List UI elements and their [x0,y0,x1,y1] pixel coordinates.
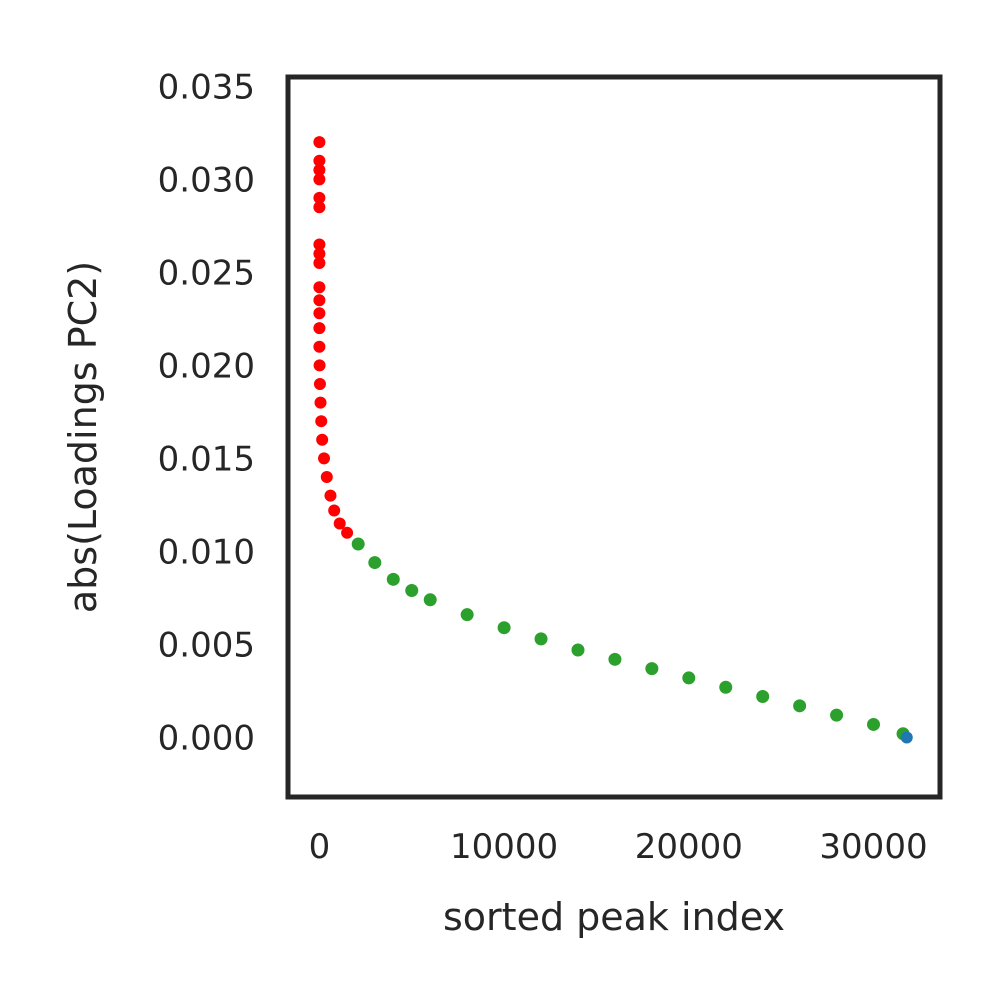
data-point [313,238,326,251]
data-point [313,322,326,335]
x-tick-label: 10000 [450,827,558,867]
data-point [719,680,733,694]
data-point [313,247,326,260]
data-point [867,717,881,731]
data-point [313,136,326,149]
data-point [534,632,548,646]
data-point [328,504,341,517]
data-point [756,690,770,704]
data-point [313,154,326,167]
data-point [313,294,326,307]
data-point [386,572,400,586]
y-tick-label: 0.005 [158,625,255,665]
data-point [313,173,326,186]
data-point [313,257,326,270]
x-axis-label: sorted peak index [443,895,785,939]
data-point [313,281,326,294]
data-point [368,556,382,570]
x-axis-ticks: 0 10000 20000 30000 [309,827,928,867]
data-point [900,731,913,744]
x-tick-label: 0 [309,827,331,867]
data-point [315,415,328,428]
data-point [313,377,326,390]
data-point [405,583,419,597]
y-tick-label: 0.010 [158,532,255,572]
data-point [793,699,807,713]
data-point [682,671,696,685]
data-point [645,662,659,676]
y-tick-label: 0.020 [158,346,255,386]
data-point [313,201,326,214]
y-axis-label: abs(Loadings PC2) [61,261,105,613]
y-tick-label: 0.035 [158,67,255,107]
x-tick-label: 30000 [819,827,927,867]
y-tick-label: 0.030 [158,160,255,200]
data-point [423,593,437,607]
data-point [313,164,326,177]
data-point [460,608,474,622]
data-point [497,621,511,635]
data-point [314,396,327,409]
data-points-layer [313,136,913,744]
y-axis-ticks: 0.000 0.005 0.010 0.015 0.020 0.025 0.030 0.035 [158,67,255,758]
data-point [320,471,333,483]
data-point [316,433,329,446]
data-point [313,307,326,320]
data-point [351,537,365,551]
y-tick-label: 0.015 [158,439,255,479]
data-point [313,191,326,204]
data-point [571,643,585,657]
data-point [333,517,346,530]
plot-frame [285,74,943,800]
data-point [318,452,331,465]
data-point [313,340,326,353]
y-tick-label: 0.025 [158,253,255,293]
data-point [341,526,354,539]
y-tick-label: 0.000 [158,718,255,758]
data-point [313,359,326,372]
data-point [830,708,844,722]
data-point [608,652,622,666]
data-point [324,489,337,502]
x-tick-label: 20000 [635,827,743,867]
